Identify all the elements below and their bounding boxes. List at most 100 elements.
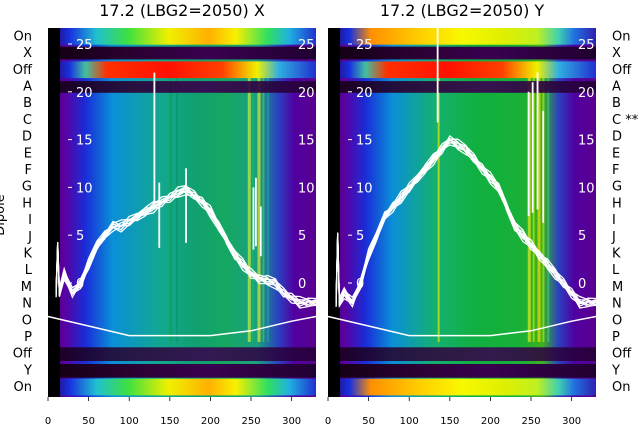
- row-label: G: [612, 180, 622, 195]
- row-label: On: [14, 29, 32, 44]
- x-tick-label: 100: [400, 416, 419, 427]
- row-label: On: [612, 29, 630, 44]
- heatmap-streak: [547, 63, 550, 342]
- overlay-tick-label-right: 0: [298, 277, 306, 292]
- overlay-tick-label-right: 25: [298, 38, 315, 53]
- row-label: N: [612, 297, 622, 312]
- row-label: L: [612, 263, 620, 278]
- left-black-band: [328, 28, 340, 397]
- trace-line: [335, 137, 597, 305]
- row-label: J: [27, 230, 32, 245]
- x-tick-label: 250: [241, 416, 260, 427]
- panel-x: [48, 28, 316, 397]
- baseline-line: [47, 315, 317, 337]
- panel-title: 17.2 (LBG2=2050) X: [99, 1, 265, 20]
- row-off-bottom: [328, 347, 596, 361]
- row-label: On: [14, 380, 32, 395]
- y-axis-label: Dipole: [0, 194, 8, 235]
- overlay-tick-label: 0: [76, 277, 84, 292]
- heatmap-streak: [169, 63, 172, 342]
- heatmap-streak: [262, 63, 265, 342]
- row-label: O: [22, 313, 32, 328]
- row-label: On: [612, 380, 630, 395]
- heatmap-streak: [437, 63, 440, 342]
- row-label: C: [23, 113, 32, 128]
- overlay-tick-label-right: 20: [298, 86, 315, 101]
- overlay-tick-label: 25: [356, 38, 373, 53]
- trace-line: [55, 185, 317, 304]
- row-label: B: [612, 96, 621, 111]
- row-on-top: [328, 28, 596, 45]
- baseline-line: [327, 315, 597, 337]
- row-label: Off: [13, 347, 33, 362]
- x-tick-label: 250: [521, 416, 540, 427]
- row-x-dark: [328, 364, 596, 378]
- overlay-tick-label: 5: [76, 229, 84, 244]
- row-label: Y: [23, 363, 32, 378]
- row-label: B: [23, 96, 32, 111]
- row-y-dark: [328, 46, 596, 60]
- heatmap-streak: [247, 63, 251, 342]
- row-label: N: [22, 297, 32, 312]
- row-label: I: [612, 213, 616, 228]
- row-on-top: [48, 28, 316, 45]
- row-label: E: [24, 146, 32, 161]
- row-label: K: [612, 246, 621, 261]
- x-tick-label: 300: [562, 416, 581, 427]
- overlay-tick-label-right: 5: [298, 229, 306, 244]
- overlay-tick-label-right: 0: [578, 277, 586, 292]
- x-tick-label: 200: [481, 416, 500, 427]
- row-label: H: [612, 196, 622, 211]
- row-label: X: [23, 46, 32, 61]
- x-tick-label: 50: [82, 416, 95, 427]
- overlay-tick-label: 10: [356, 181, 373, 196]
- row-off-top: [328, 61, 596, 79]
- trace-line: [55, 184, 317, 304]
- row-x-dark: [48, 364, 316, 378]
- row-label: C **: [612, 113, 639, 128]
- overlay-tick-label-right: 15: [298, 134, 315, 149]
- overlay-tick-label-right: 15: [578, 134, 595, 149]
- row-label: Off: [612, 63, 632, 78]
- row-label: M: [21, 280, 32, 295]
- row-y-dark: [48, 46, 316, 60]
- overlay-tick-label-right: 25: [578, 38, 595, 53]
- row-label: X: [612, 46, 621, 61]
- x-tick-label: 300: [282, 416, 301, 427]
- heatmap-streak: [257, 63, 261, 342]
- row-label: J: [611, 230, 616, 245]
- row-off-bottom: [48, 347, 316, 361]
- overlay-tick-label-right: 20: [578, 86, 595, 101]
- row-label: F: [612, 163, 619, 178]
- row-label: L: [25, 263, 33, 278]
- x-tick-label: 150: [160, 416, 179, 427]
- x-tick-label: 50: [362, 416, 375, 427]
- overlay-tick-label: 15: [356, 134, 373, 149]
- heatmap-streak: [532, 63, 535, 342]
- overlay-tick-label: 20: [356, 86, 373, 101]
- x-tick-label: 0: [325, 416, 331, 427]
- overlay-tick-label: 25: [76, 38, 93, 53]
- row-off-top: [48, 61, 316, 79]
- heatmap-streak: [267, 63, 269, 342]
- row-label: D: [22, 130, 32, 145]
- row-label: A: [23, 79, 32, 94]
- row-label: H: [22, 196, 32, 211]
- left-black-band: [48, 28, 60, 397]
- row-label: I: [28, 213, 32, 228]
- row-label: E: [612, 146, 620, 161]
- trace-line: [55, 190, 317, 307]
- row-label: Y: [611, 363, 620, 378]
- row-label: D: [612, 130, 622, 145]
- row-p-dark: [48, 81, 316, 93]
- trace-line: [335, 138, 597, 304]
- overlay-tick-label-right: 10: [298, 181, 315, 196]
- row-label: Off: [612, 347, 632, 362]
- overlay-tick-label: 15: [76, 134, 93, 149]
- panel-y: [328, 28, 596, 397]
- x-tick-label: 0: [45, 416, 51, 427]
- heatmap-streak: [176, 63, 178, 342]
- overlay-tick-label-right: 10: [578, 181, 595, 196]
- row-label: M: [612, 280, 623, 295]
